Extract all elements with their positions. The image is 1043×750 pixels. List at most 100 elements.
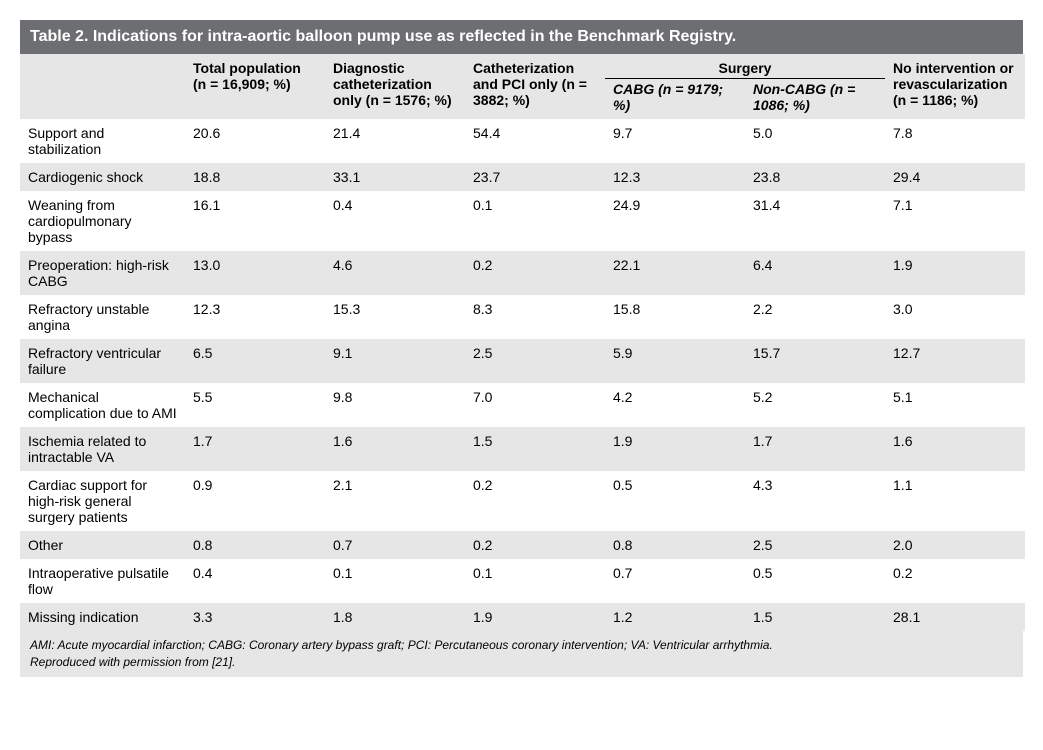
table-row: Ischemia related to intractable VA1.71.6… — [20, 427, 1025, 471]
table-row: Mechanical complication due to AMI5.59.8… — [20, 383, 1025, 427]
cell-value: 2.0 — [885, 531, 1025, 559]
cell-value: 0.7 — [325, 531, 465, 559]
cell-value: 1.5 — [745, 603, 885, 631]
cell-value: 4.6 — [325, 251, 465, 295]
cell-value: 4.2 — [605, 383, 745, 427]
cell-value: 2.5 — [465, 339, 605, 383]
cell-value: 23.7 — [465, 163, 605, 191]
row-label: Refractory ventricular failure — [20, 339, 185, 383]
cell-value: 31.4 — [745, 191, 885, 251]
cell-value: 3.3 — [185, 603, 325, 631]
row-label: Refractory unstable angina — [20, 295, 185, 339]
cell-value: 15.7 — [745, 339, 885, 383]
cell-value: 13.0 — [185, 251, 325, 295]
cell-value: 7.1 — [885, 191, 1025, 251]
table-title: Table 2. Indications for intra-aortic ba… — [20, 20, 1023, 54]
cell-value: 6.5 — [185, 339, 325, 383]
cell-value: 9.7 — [605, 119, 745, 163]
cell-value: 16.1 — [185, 191, 325, 251]
col-header-noncabg: Non-CABG (n = 1086; %) — [745, 79, 885, 120]
table-row: Cardiogenic shock18.833.123.712.323.829.… — [20, 163, 1025, 191]
cell-value: 5.2 — [745, 383, 885, 427]
cell-value: 4.3 — [745, 471, 885, 531]
cell-value: 0.5 — [605, 471, 745, 531]
cell-value: 1.1 — [885, 471, 1025, 531]
table-row: Refractory ventricular failure6.59.12.55… — [20, 339, 1025, 383]
table-row: Support and stabilization20.621.454.49.7… — [20, 119, 1025, 163]
cell-value: 33.1 — [325, 163, 465, 191]
cell-value: 8.3 — [465, 295, 605, 339]
cell-value: 5.0 — [745, 119, 885, 163]
col-header-noint: No intervention or revascularization (n … — [885, 54, 1025, 119]
cell-value: 24.9 — [605, 191, 745, 251]
cell-value: 9.1 — [325, 339, 465, 383]
footnote-abbrev: AMI: Acute myocardial infarction; CABG: … — [30, 638, 773, 652]
cell-value: 0.8 — [185, 531, 325, 559]
table-row: Refractory unstable angina12.315.38.315.… — [20, 295, 1025, 339]
cell-value: 15.3 — [325, 295, 465, 339]
cell-value: 7.0 — [465, 383, 605, 427]
cell-value: 0.4 — [325, 191, 465, 251]
cell-value: 1.7 — [745, 427, 885, 471]
row-label: Weaning from cardiopulmonary bypass — [20, 191, 185, 251]
table-row: Preoperation: high-risk CABG13.04.60.222… — [20, 251, 1025, 295]
cell-value: 15.8 — [605, 295, 745, 339]
cell-value: 21.4 — [325, 119, 465, 163]
cell-value: 12.3 — [185, 295, 325, 339]
cell-value: 0.1 — [325, 559, 465, 603]
col-header-pci: Catheterization and PCI only (n = 3882; … — [465, 54, 605, 119]
table-footnote: AMI: Acute myocardial infarction; CABG: … — [20, 631, 1023, 677]
cell-value: 22.1 — [605, 251, 745, 295]
cell-value: 0.1 — [465, 191, 605, 251]
cell-value: 5.9 — [605, 339, 745, 383]
cell-value: 0.2 — [465, 251, 605, 295]
cell-value: 5.1 — [885, 383, 1025, 427]
cell-value: 1.7 — [185, 427, 325, 471]
cell-value: 5.5 — [185, 383, 325, 427]
cell-value: 1.8 — [325, 603, 465, 631]
cell-value: 0.9 — [185, 471, 325, 531]
row-label: Other — [20, 531, 185, 559]
row-label: Missing indication — [20, 603, 185, 631]
table-row: Cardiac support for high-risk general su… — [20, 471, 1025, 531]
col-header-surgery-group: Surgery — [605, 54, 885, 79]
cell-value: 6.4 — [745, 251, 885, 295]
cell-value: 1.2 — [605, 603, 745, 631]
col-header-cabg: CABG (n = 9179; %) — [605, 79, 745, 120]
cell-value: 23.8 — [745, 163, 885, 191]
cell-value: 54.4 — [465, 119, 605, 163]
cell-value: 12.7 — [885, 339, 1025, 383]
table-head: Total population (n = 16,909; %) Diagnos… — [20, 54, 1025, 119]
row-label: Cardiac support for high-risk general su… — [20, 471, 185, 531]
col-header-total: Total population (n = 16,909; %) — [185, 54, 325, 119]
data-table: Total population (n = 16,909; %) Diagnos… — [20, 54, 1025, 631]
cell-value: 1.9 — [885, 251, 1025, 295]
cell-value: 7.8 — [885, 119, 1025, 163]
cell-value: 20.6 — [185, 119, 325, 163]
table-row: Weaning from cardiopulmonary bypass16.10… — [20, 191, 1025, 251]
cell-value: 2.5 — [745, 531, 885, 559]
table-body: Support and stabilization20.621.454.49.7… — [20, 119, 1025, 631]
cell-value: 12.3 — [605, 163, 745, 191]
cell-value: 0.5 — [745, 559, 885, 603]
row-label: Preoperation: high-risk CABG — [20, 251, 185, 295]
cell-value: 18.8 — [185, 163, 325, 191]
table-row: Other0.80.70.20.82.52.0 — [20, 531, 1025, 559]
cell-value: 0.2 — [885, 559, 1025, 603]
table-row: Missing indication3.31.81.91.21.528.1 — [20, 603, 1025, 631]
cell-value: 1.5 — [465, 427, 605, 471]
row-label: Cardiogenic shock — [20, 163, 185, 191]
col-header-diag: Diagnostic catheterization only (n = 157… — [325, 54, 465, 119]
footnote-repro-suffix: . — [232, 655, 235, 669]
cell-value: 0.2 — [465, 531, 605, 559]
table-row: Intraoperative pulsatile flow0.40.10.10.… — [20, 559, 1025, 603]
row-label: Support and stabilization — [20, 119, 185, 163]
cell-value: 29.4 — [885, 163, 1025, 191]
footnote-ref-link[interactable]: [21] — [212, 655, 232, 669]
row-label: Intraoperative pulsatile flow — [20, 559, 185, 603]
cell-value: 1.6 — [885, 427, 1025, 471]
table-container: Table 2. Indications for intra-aortic ba… — [20, 20, 1023, 677]
cell-value: 0.4 — [185, 559, 325, 603]
row-label: Mechanical complication due to AMI — [20, 383, 185, 427]
cell-value: 9.8 — [325, 383, 465, 427]
